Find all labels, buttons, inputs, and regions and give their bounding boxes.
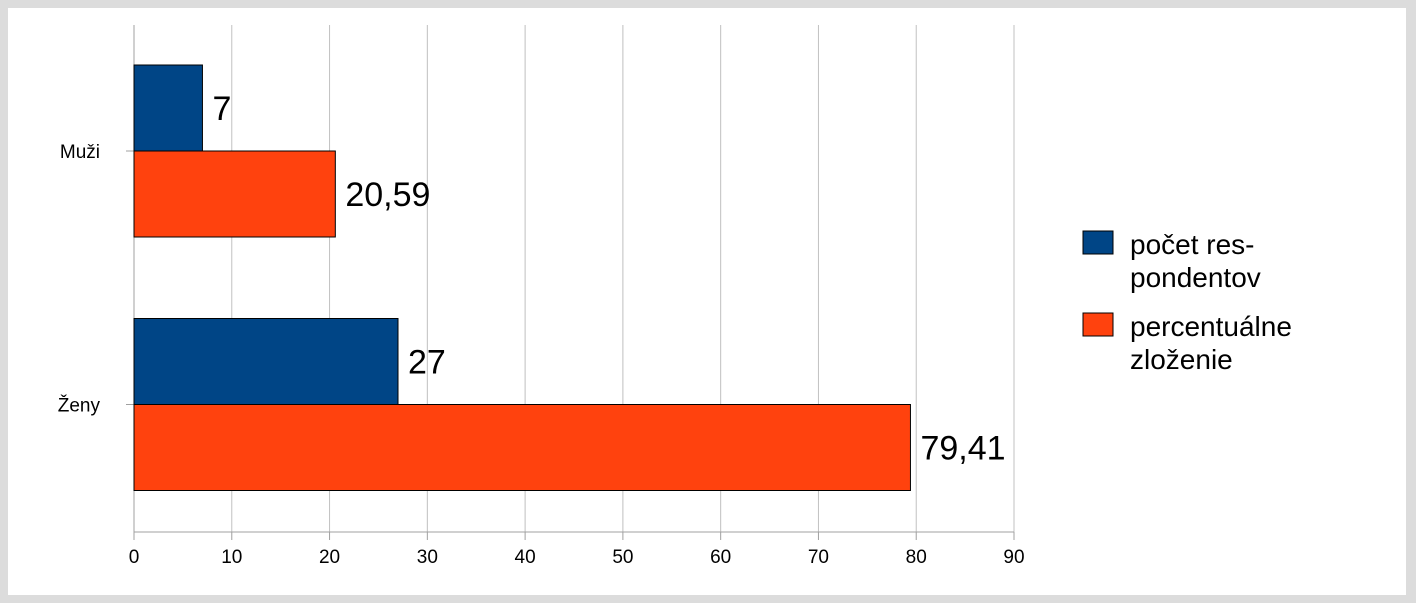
bar-0-0 xyxy=(133,64,203,152)
bar-1-1 xyxy=(133,404,911,491)
x-tick-label-40: 40 xyxy=(515,547,536,568)
x-tick-label-20: 20 xyxy=(319,547,340,568)
x-tick-label-10: 10 xyxy=(221,547,242,568)
chart-panel xyxy=(8,8,1406,595)
category-label-0: Muži xyxy=(60,142,100,163)
x-tick-label-80: 80 xyxy=(906,547,927,568)
data-label-1-1: 79,41 xyxy=(920,430,1005,468)
legend-swatch-0 xyxy=(1082,230,1114,255)
x-tick-label-70: 70 xyxy=(808,547,829,568)
legend-label-1: percentuálne zloženie xyxy=(1130,311,1292,375)
x-tick-label-60: 60 xyxy=(710,547,731,568)
x-tick-label-90: 90 xyxy=(1003,547,1024,568)
legend-label-line-0-1: pondentov xyxy=(1130,262,1261,293)
x-tick-label-30: 30 xyxy=(417,547,438,568)
legend-swatch-1 xyxy=(1082,312,1114,337)
legend-label-line-0-0: počet res- xyxy=(1130,229,1255,260)
legend-label-0: počet res-pondentov xyxy=(1130,229,1261,293)
data-label-0-0: 7 xyxy=(212,90,231,128)
data-label-1-0: 20,59 xyxy=(345,176,430,214)
data-label-0-1: 27 xyxy=(408,344,446,382)
x-tick-label-0: 0 xyxy=(129,547,140,568)
bar-0-1 xyxy=(133,318,399,405)
category-label-1: Ženy xyxy=(58,395,101,417)
legend-label-line-1-1: zloženie xyxy=(1130,344,1233,375)
legend-label-line-1-0: percentuálne xyxy=(1130,311,1292,342)
x-tick-label-50: 50 xyxy=(612,547,633,568)
bar-1-0 xyxy=(133,150,336,238)
